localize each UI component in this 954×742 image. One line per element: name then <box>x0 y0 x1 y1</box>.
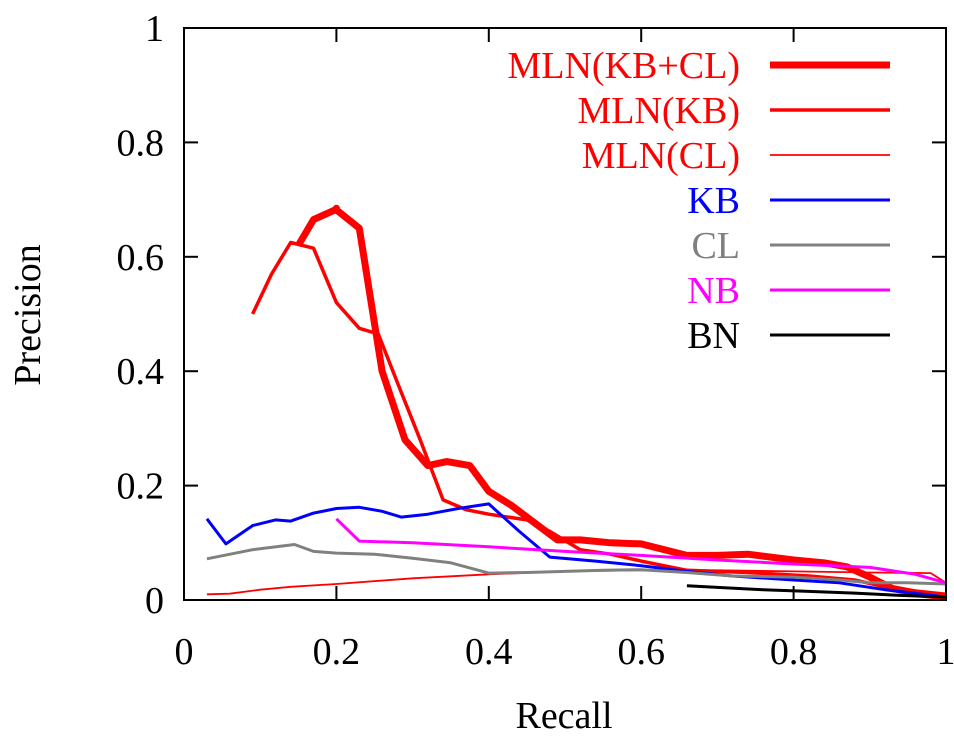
series-line-mln-kb <box>251 240 947 597</box>
y-tick-label: 1 <box>145 8 164 50</box>
legend-label: MLN(KB) <box>577 90 740 132</box>
x-tick-label: 0.8 <box>770 631 818 673</box>
tick-marks <box>183 27 947 601</box>
series-line-cl <box>206 543 947 586</box>
y-axis-label: Precision <box>7 244 49 385</box>
y-tick-label: 0.8 <box>117 122 165 164</box>
legend-label: MLN(CL) <box>582 135 740 177</box>
series-line-bn <box>686 584 947 599</box>
y-tick-label: 0 <box>145 580 164 622</box>
y-tick-label: 0.6 <box>117 237 165 279</box>
series-layer <box>205 204 947 601</box>
plot-frame <box>183 27 947 601</box>
legend-label: CL <box>691 225 740 267</box>
x-tick-label: 0.6 <box>617 631 665 673</box>
tick-labels: 0 0.2 0.4 0.6 0.8 1 0 0.2 0.4 0.6 0.8 1 <box>117 8 954 673</box>
y-tick-label: 0.4 <box>117 351 165 393</box>
x-tick-label: 1 <box>937 631 954 673</box>
series-line-mln-kb-cl <box>295 204 947 601</box>
x-axis-label: Recall <box>515 695 612 737</box>
legend-label: NB <box>687 270 740 312</box>
x-tick-label: 0 <box>175 631 194 673</box>
legend-label: BN <box>687 315 740 357</box>
series-line-nb <box>335 517 947 585</box>
x-tick-label: 0.4 <box>465 631 513 673</box>
legend-label: KB <box>687 180 740 222</box>
x-tick-label: 0.2 <box>313 631 361 673</box>
legend-label: MLN(KB+CL) <box>507 45 740 87</box>
y-tick-label: 0.2 <box>117 466 165 508</box>
